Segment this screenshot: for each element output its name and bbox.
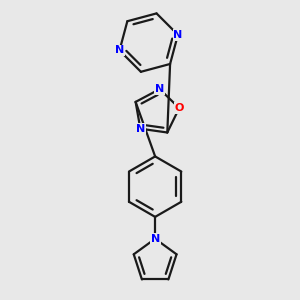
Text: N: N: [151, 234, 160, 244]
Text: N: N: [115, 45, 124, 56]
Text: N: N: [136, 124, 145, 134]
Text: N: N: [155, 84, 164, 94]
Text: N: N: [173, 30, 182, 40]
Text: O: O: [175, 103, 184, 113]
